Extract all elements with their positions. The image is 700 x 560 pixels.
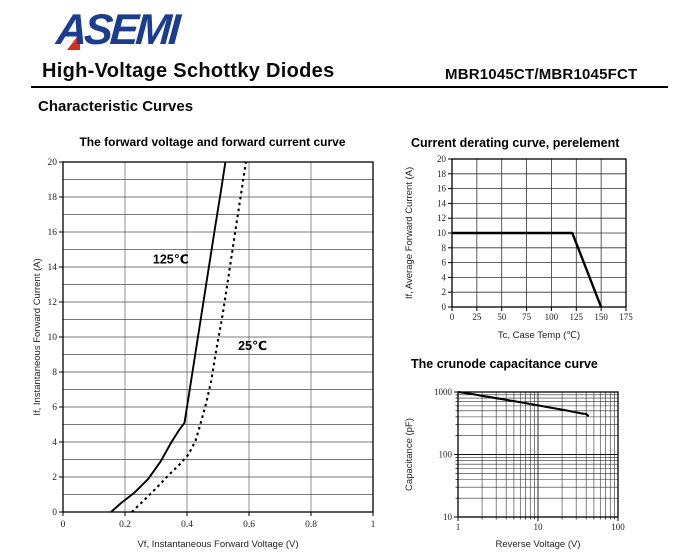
svg-text:8: 8 [442,243,447,253]
svg-text:12: 12 [437,213,446,223]
svg-text:0: 0 [442,302,447,312]
svg-text:Tc, Case Temp (℃): Tc, Case Temp (℃) [498,330,580,341]
svg-text:0: 0 [52,508,57,518]
svg-text:10: 10 [48,333,58,343]
svg-text:2: 2 [442,287,447,297]
svg-text:Vf, Instantaneous Forward Volt: Vf, Instantaneous Forward Voltage (V) [137,539,298,550]
svg-text:18: 18 [437,169,447,179]
svg-text:0: 0 [61,520,66,530]
svg-text:4: 4 [442,272,447,282]
doc-title: High-Voltage Schottky Diodes [42,60,335,82]
svg-text:If, Average Forward Current (A: If, Average Forward Current (A) [404,167,415,299]
svg-text:If, Instantaneous Forward Curr: If, Instantaneous Forward Current (A) [32,258,43,415]
svg-text:100: 100 [611,522,625,532]
svg-text:20: 20 [437,154,447,164]
svg-text:50: 50 [497,312,507,322]
header-rule [31,86,668,88]
svg-text:1: 1 [456,522,461,532]
svg-text:12: 12 [48,298,58,308]
forward-voltage-plot: 0 2 4 6 8 10 12 14 16 18 20 0 0.2 0.4 0.6 0.8 1 125℃ 25℃ Vf… [32,158,376,550]
svg-text:6: 6 [442,258,447,268]
svg-text:1000: 1000 [434,387,453,397]
svg-text:100: 100 [545,312,559,322]
svg-text:10: 10 [443,512,453,522]
svg-text:8: 8 [52,368,57,378]
svg-text:14: 14 [437,198,447,208]
svg-text:100: 100 [439,450,453,460]
svg-text:2: 2 [52,473,57,483]
svg-text:0: 0 [450,312,455,322]
part-number: MBR1045CT/MBR1045FCT [445,66,638,83]
asemi-logo: ASEMI [54,6,184,54]
svg-text:0.2: 0.2 [119,520,131,530]
logo-text: ASEMI [54,6,184,54]
svg-text:150: 150 [594,312,608,322]
svg-text:14: 14 [48,263,58,273]
logo-red-triangle [67,33,80,50]
forward-voltage-chart: The forward voltage and forward current … [30,135,395,560]
section-title: Characteristic Curves [38,98,194,115]
derating-chart-title: Current derating curve, perelement [411,136,620,150]
svg-text:10: 10 [534,522,544,532]
svg-text:20: 20 [48,158,58,168]
forward-chart-title: The forward voltage and forward current … [79,135,346,149]
svg-text:18: 18 [48,193,58,203]
capacitance-chart-title: The crunode capacitance curve [411,357,598,371]
svg-text:25: 25 [472,312,482,322]
svg-text:175: 175 [619,312,633,322]
svg-text:Reverse Voltage (V): Reverse Voltage (V) [495,539,580,550]
svg-text:0.8: 0.8 [305,520,317,530]
svg-text:10: 10 [437,228,447,238]
svg-text:1: 1 [371,520,376,530]
svg-text:Capacitance (pF): Capacitance (pF) [404,418,415,491]
svg-text:75: 75 [522,312,532,322]
svg-text:0.4: 0.4 [181,520,193,530]
svg-text:4: 4 [52,438,57,448]
svg-text:16: 16 [48,228,58,238]
current-derating-plot: 0 2 4 6 8 10 12 14 16 18 20 0 25 50 75 100 125 150 175 Tc, … [404,154,633,341]
current-derating-chart: Current derating curve, perelement 0 2 4 6 8… [400,136,692,347]
svg-text:6: 6 [52,403,57,413]
svg-text:0.6: 0.6 [243,520,255,530]
svg-text:125: 125 [570,312,584,322]
svg-text:16: 16 [437,184,447,194]
svg-text:25℃: 25℃ [238,339,267,353]
capacitance-chart: The crunode capacitance curve 10 100 1000 1… [400,357,692,556]
svg-text:125℃: 125℃ [153,253,189,267]
